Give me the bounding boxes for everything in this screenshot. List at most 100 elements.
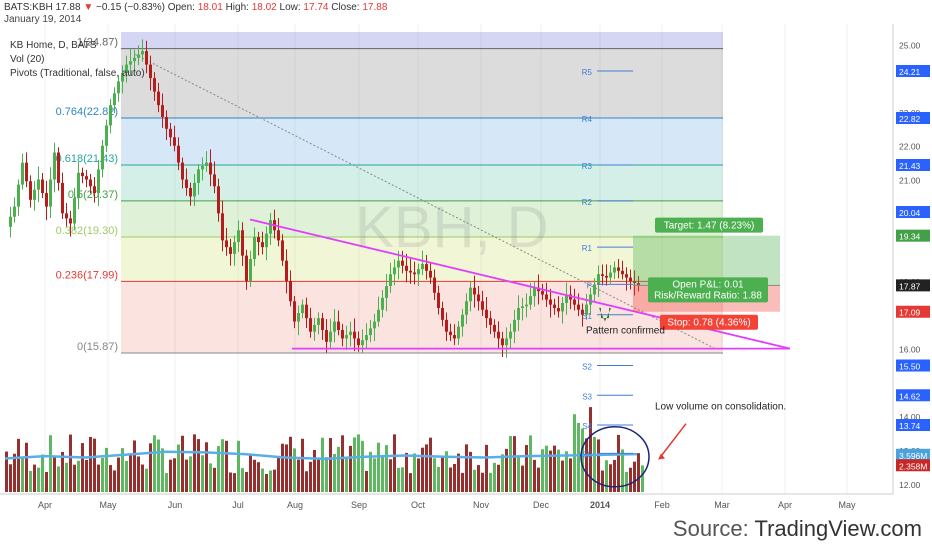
price-marker-label: 13.74: [899, 421, 921, 431]
candle-body: [221, 213, 224, 241]
candle-body: [389, 274, 392, 287]
x-tick-label: Jul: [232, 500, 244, 510]
volume-bar: [329, 438, 332, 492]
candle-body: [485, 309, 488, 319]
candle-body: [425, 264, 428, 271]
volume-bar: [517, 457, 520, 492]
volume-bar: [565, 451, 568, 492]
candle-body: [437, 292, 440, 309]
volume-bar: [557, 449, 560, 492]
price-marker-label: 22.82: [899, 114, 921, 124]
pivot-label: R5: [582, 68, 593, 77]
fib-label: 0.382(19.30): [56, 225, 118, 237]
volume-bar: [265, 473, 268, 492]
volume-bar: [61, 451, 64, 492]
low-value: 17.74: [303, 2, 329, 13]
candle-body: [605, 275, 608, 278]
target-zone: [633, 235, 780, 286]
volume-bar: [49, 435, 52, 492]
candle-body: [413, 272, 416, 275]
volume-bar: [89, 436, 92, 492]
volume-bar: [5, 451, 8, 492]
price-chart[interactable]: 1(24.87) 0.764(22.82) 0.618(21.43) 0.5(20.3…: [0, 24, 932, 524]
candle-body: [33, 189, 36, 200]
symbol-name: BATS:KBH: [4, 2, 53, 13]
candle-body: [85, 176, 88, 180]
candle-body: [625, 274, 628, 278]
price-marker-bg: [896, 359, 930, 372]
volume-bar: [125, 461, 128, 492]
candle-body: [149, 64, 152, 79]
candle-body: [225, 240, 228, 248]
volume-bar: [13, 453, 16, 492]
y-tick-label: 21.00: [899, 176, 921, 186]
x-tick-label: 2014: [590, 500, 610, 510]
volume-bar: [169, 459, 172, 492]
volume-bar: [109, 465, 112, 492]
candle-body: [377, 309, 380, 322]
candle-body: [617, 267, 620, 271]
candle-body: [393, 267, 396, 275]
volume-bar: [453, 463, 456, 492]
volume-bar: [277, 457, 280, 492]
candle-body: [561, 302, 564, 312]
candle-body: [169, 128, 172, 138]
volume-bar: [369, 451, 372, 492]
volume-bar: [629, 467, 632, 492]
volume-bar: [57, 466, 60, 492]
volume-bar: [373, 458, 376, 492]
price-marker-label: 17.87: [899, 281, 921, 291]
candle-body: [29, 181, 32, 200]
candle-body: [45, 193, 48, 207]
candle-body: [473, 287, 476, 295]
volume-bar: [597, 439, 600, 492]
volume-bar: [505, 448, 508, 492]
candle-body: [349, 331, 352, 336]
candle-body: [341, 330, 344, 339]
candle-body: [93, 186, 96, 194]
candle-body: [501, 338, 504, 346]
candle-body: [329, 331, 332, 342]
source-credit: Source: TradingView.com: [673, 516, 922, 542]
volume-bar: [229, 472, 232, 492]
volume-bar: [249, 454, 252, 492]
candle-body: [469, 287, 472, 302]
price-marker: 17.09: [896, 305, 930, 318]
candle-body: [9, 216, 12, 227]
candle-body: [25, 162, 28, 182]
candle-body: [125, 64, 128, 74]
candle-body: [477, 294, 480, 302]
price-marker-bg: [896, 65, 930, 77]
volume-bar: [333, 454, 336, 492]
candle-body: [565, 294, 568, 303]
stop-label-bg: [660, 314, 758, 330]
candle-body: [545, 294, 548, 300]
price-marker-bg: [896, 112, 930, 124]
candle-body: [369, 328, 372, 336]
x-tick-label: Dec: [533, 500, 550, 510]
pivot-label: S5: [582, 450, 592, 459]
price-marker: 13.74: [896, 419, 930, 432]
volume-bar: [641, 465, 644, 492]
symbol-header: BATS:KBH 17.88 ▼ −0.15 (−0.83%) Open: 18…: [4, 2, 387, 14]
volume-bar: [473, 469, 476, 492]
volume-bar: [37, 467, 40, 492]
pivot-label: S1: [582, 312, 592, 321]
volume-bar: [153, 435, 156, 492]
y-tick-label: 14.00: [899, 412, 921, 422]
volume-bar: [537, 467, 540, 492]
volume-bar: [117, 457, 120, 492]
volume-bar: [137, 456, 140, 492]
candle-body: [581, 309, 584, 315]
fib-zone: [121, 118, 723, 165]
fib-zone: [121, 165, 723, 201]
candle-body: [297, 313, 300, 322]
candle-body: [613, 267, 616, 273]
candle-body: [365, 335, 368, 341]
candle-body: [61, 182, 64, 214]
candle-body: [161, 105, 164, 117]
candle-body: [217, 186, 220, 214]
candle-body: [553, 304, 556, 309]
volume-bar: [405, 452, 408, 492]
candle-body: [37, 179, 40, 190]
